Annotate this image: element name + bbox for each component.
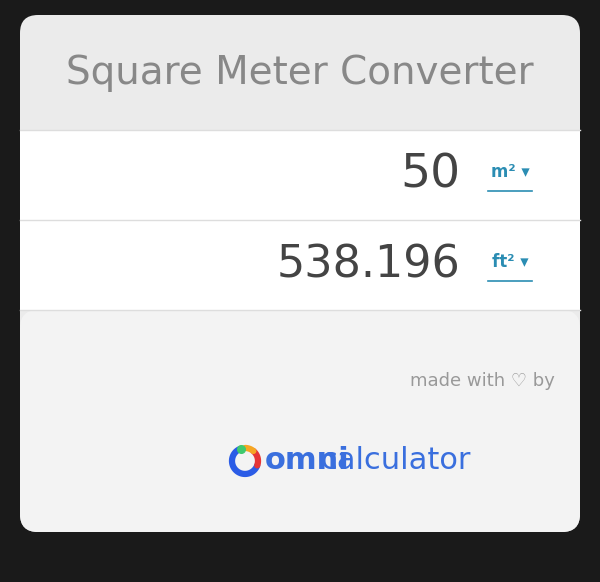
Text: 538.196: 538.196	[276, 243, 460, 286]
FancyBboxPatch shape	[20, 220, 580, 310]
Text: made with ♡ by: made with ♡ by	[410, 372, 555, 390]
FancyBboxPatch shape	[20, 310, 580, 532]
Text: m² ▾: m² ▾	[491, 163, 529, 181]
Text: ft² ▾: ft² ▾	[491, 253, 529, 271]
Text: calculator: calculator	[320, 446, 470, 475]
FancyBboxPatch shape	[20, 15, 580, 532]
FancyBboxPatch shape	[20, 130, 580, 220]
Text: Square Meter Converter: Square Meter Converter	[66, 54, 534, 91]
Text: 50: 50	[400, 152, 460, 197]
Text: omni: omni	[265, 446, 350, 475]
